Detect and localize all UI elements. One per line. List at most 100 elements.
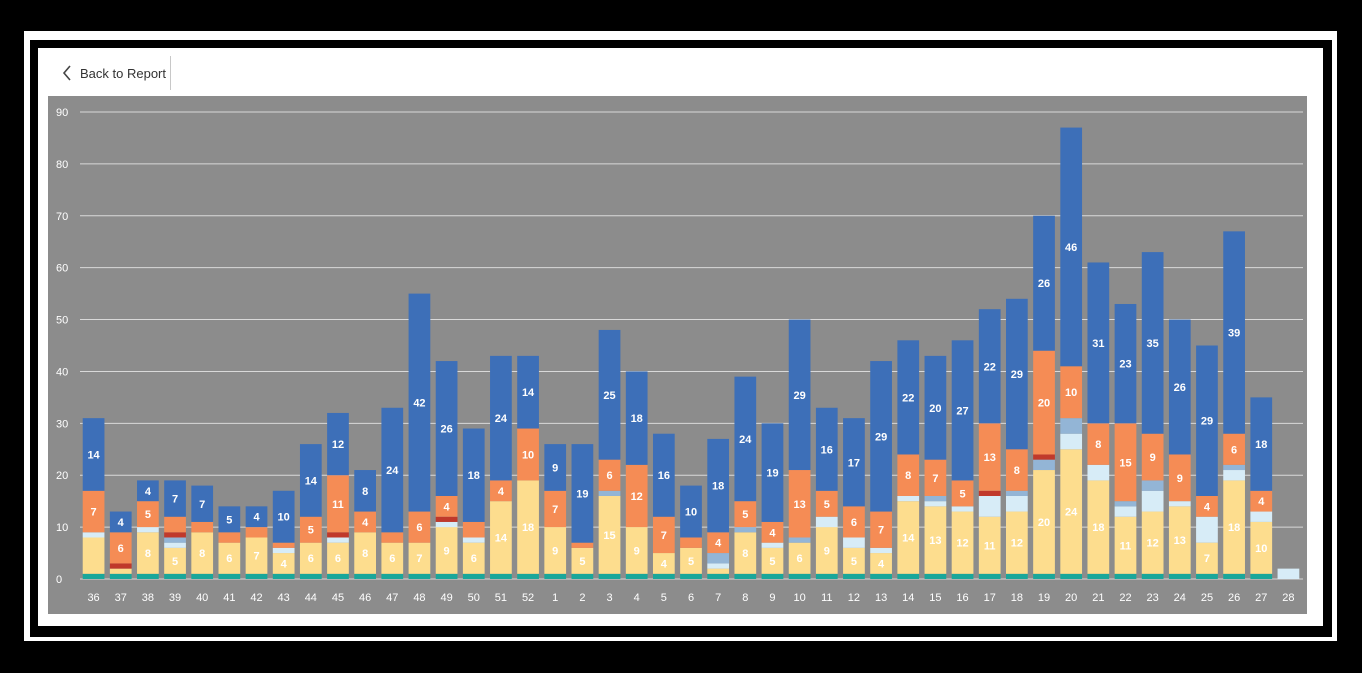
bar-segment xyxy=(245,506,268,528)
x-tick-label: 39 xyxy=(169,592,181,604)
bar-segment xyxy=(815,516,838,528)
bar-segment xyxy=(1006,298,1028,450)
data-label: 5 xyxy=(226,514,232,526)
x-tick-label: 27 xyxy=(1255,592,1267,604)
data-label: 9 xyxy=(1177,473,1183,485)
data-label: 24 xyxy=(495,413,508,425)
data-label: 4 xyxy=(145,486,152,498)
data-label: 6 xyxy=(389,553,395,565)
bar-segment xyxy=(1196,345,1218,496)
bar-segment xyxy=(843,537,865,548)
bar-segment xyxy=(218,573,241,579)
data-label: 26 xyxy=(440,424,452,436)
bar-segment xyxy=(1196,516,1218,543)
data-label: 27 xyxy=(956,405,968,417)
data-label: 12 xyxy=(956,538,968,550)
data-label: 6 xyxy=(118,543,124,555)
data-label: 7 xyxy=(552,504,558,516)
bar-segment xyxy=(870,511,892,548)
bar-segment xyxy=(680,485,702,538)
x-tick-label: 15 xyxy=(929,592,941,604)
bar-segment xyxy=(924,573,947,579)
bar-segment xyxy=(1114,501,1137,507)
bar-segment xyxy=(625,464,648,528)
data-label: 29 xyxy=(1201,416,1213,428)
x-tick-label: 42 xyxy=(250,592,262,604)
data-label: 6 xyxy=(308,553,314,565)
data-label: 25 xyxy=(603,390,615,402)
data-label: 18 xyxy=(631,413,643,425)
data-label: 8 xyxy=(199,548,205,560)
bar-segment xyxy=(218,542,241,574)
bar-segment xyxy=(1060,573,1083,579)
x-tick-label: 12 xyxy=(848,592,860,604)
bar-segment xyxy=(1250,573,1273,579)
bar-segment xyxy=(1168,573,1191,579)
data-label: 4 xyxy=(1204,501,1211,513)
bar-segment xyxy=(272,553,295,574)
x-tick-label: 2 xyxy=(579,592,585,604)
bar-segment xyxy=(435,521,458,528)
x-tick-label: 24 xyxy=(1174,592,1186,604)
bar-segment xyxy=(1006,511,1028,574)
data-label: 4 xyxy=(878,558,885,570)
x-tick-label: 20 xyxy=(1065,592,1077,604)
x-tick-label: 6 xyxy=(688,592,694,604)
bar-segment xyxy=(951,511,974,574)
bar-segment xyxy=(978,495,1001,517)
bar-segment xyxy=(1223,470,1245,481)
data-label: 15 xyxy=(1119,457,1131,469)
bar-segment xyxy=(815,573,838,579)
bar-segment xyxy=(1087,464,1110,481)
bar-segment xyxy=(1141,252,1164,434)
data-label: 14 xyxy=(87,449,100,461)
bar-segment xyxy=(734,532,757,574)
data-label: 14 xyxy=(522,387,535,399)
data-label: 17 xyxy=(848,457,860,469)
x-tick-label: 22 xyxy=(1119,592,1131,604)
bar-segment xyxy=(707,563,730,569)
bar-segment xyxy=(1006,449,1028,491)
bar-segment xyxy=(354,532,376,574)
data-label: 18 xyxy=(468,470,480,482)
bar-segment xyxy=(490,501,512,574)
bar-segment xyxy=(652,553,675,574)
bar-segment xyxy=(761,573,784,579)
bar-segment xyxy=(164,537,186,543)
bar-segment xyxy=(897,573,920,579)
bar-segment xyxy=(1087,262,1110,424)
data-label: 13 xyxy=(984,452,996,464)
x-tick-label: 21 xyxy=(1092,592,1104,604)
bar-segment xyxy=(462,521,485,538)
x-tick-label: 9 xyxy=(769,592,775,604)
bar-segment xyxy=(1141,433,1164,481)
data-label: 8 xyxy=(1095,439,1101,451)
data-label: 14 xyxy=(495,532,508,544)
data-label: 5 xyxy=(742,509,748,521)
bar-segment xyxy=(1196,542,1218,574)
data-label: 6 xyxy=(471,553,477,565)
bar-segment xyxy=(571,444,594,543)
bar-segment xyxy=(870,547,892,554)
bar-segment xyxy=(598,573,621,579)
data-label: 6 xyxy=(606,470,612,482)
x-tick-label: 4 xyxy=(634,592,640,604)
bar-segment xyxy=(951,480,974,507)
x-tick-label: 18 xyxy=(1011,592,1023,604)
bar-segment xyxy=(598,490,621,496)
bar-segment xyxy=(951,573,974,579)
bar-segment xyxy=(1250,397,1273,491)
bar-segment xyxy=(109,532,132,564)
data-label: 5 xyxy=(769,556,775,568)
data-label: 6 xyxy=(1231,444,1237,456)
data-label: 5 xyxy=(172,556,178,568)
bar-segment xyxy=(1114,303,1137,424)
bar-segment xyxy=(1060,366,1083,419)
bar-segment xyxy=(1223,231,1245,434)
back-to-report-button[interactable]: Back to Report xyxy=(52,56,171,90)
chart-area: 0 10 20 30 40 50 60 70 80 90 7 14 36 6 4 37 8 5 4 38 5 7 39 8 7 4… xyxy=(48,96,1307,614)
bar-segment xyxy=(435,573,458,579)
bar-segment xyxy=(707,532,730,554)
bar-segment xyxy=(164,480,186,517)
data-label: 6 xyxy=(851,517,857,529)
